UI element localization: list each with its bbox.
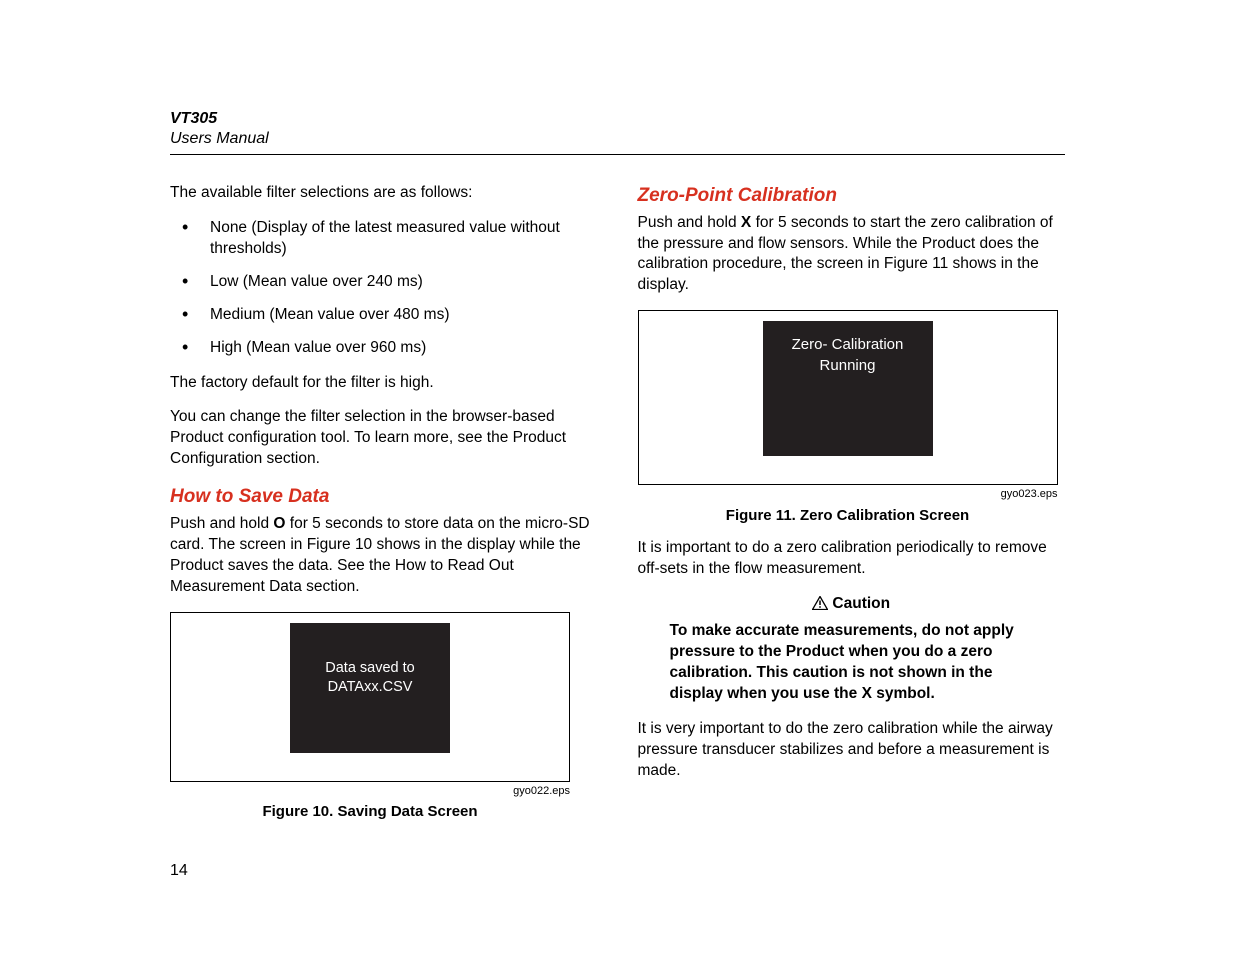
screen-line-2: Running (763, 356, 933, 376)
figure-11-eps: gyo023.eps (638, 487, 1058, 502)
right-column: Zero-Point Calibration Push and hold X f… (638, 183, 1066, 823)
figure-10-caption: Figure 10. Saving Data Screen (170, 802, 570, 822)
filter-intro: The available filter selections are as f… (170, 183, 598, 204)
figure-11-caption: Figure 11. Zero Calibration Screen (638, 506, 1058, 526)
figure-11-screen: Zero- Calibration Running (763, 321, 933, 456)
figure-10-screen: Data saved to DATAxx.CSV (290, 623, 450, 753)
list-item: Medium (Mean value over 480 ms) (200, 305, 598, 326)
screen-line-1: Data saved to (290, 659, 450, 679)
screen-line-1: Zero- Calibration (763, 335, 933, 355)
save-data-paragraph: Push and hold O for 5 seconds to store d… (170, 514, 598, 598)
zero-para-pre: Push and hold (638, 214, 741, 231)
caution-label: Caution (832, 595, 890, 612)
zero-point-paragraph: Push and hold X for 5 seconds to start t… (638, 213, 1066, 297)
caution-body: To make accurate measurements, do not ap… (638, 621, 1066, 705)
factory-default-text: The factory default for the filter is hi… (170, 373, 598, 394)
figure-11-frame: Zero- Calibration Running (638, 310, 1058, 485)
caution-heading: Caution (638, 594, 1066, 617)
header-rule (170, 154, 1065, 155)
save-para-pre: Push and hold (170, 515, 273, 532)
final-paragraph: It is very important to do the zero cali… (638, 719, 1066, 782)
zero-point-heading: Zero-Point Calibration (638, 183, 1066, 209)
content-columns: The available filter selections are as f… (170, 183, 1065, 823)
figure-10-frame: Data saved to DATAxx.CSV (170, 612, 570, 782)
save-para-bold: O (273, 515, 285, 532)
screen-line-2: DATAxx.CSV (290, 678, 450, 698)
save-data-heading: How to Save Data (170, 484, 598, 510)
list-item: Low (Mean value over 240 ms) (200, 272, 598, 293)
list-item: High (Mean value over 960 ms) (200, 338, 598, 359)
page-number: 14 (170, 862, 188, 880)
left-column: The available filter selections are as f… (170, 183, 598, 823)
page-header: VT305 Users Manual (170, 110, 1065, 148)
config-tool-text: You can change the filter selection in t… (170, 407, 598, 470)
header-title: VT305 (170, 110, 1065, 128)
list-item: None (Display of the latest measured val… (200, 218, 598, 260)
figure-10-eps: gyo022.eps (170, 784, 570, 799)
header-subtitle: Users Manual (170, 130, 1065, 148)
zero-para-bold: X (741, 214, 751, 231)
filter-list: None (Display of the latest measured val… (170, 218, 598, 359)
warning-icon (812, 596, 828, 617)
zero-importance-text: It is important to do a zero calibration… (638, 538, 1066, 580)
